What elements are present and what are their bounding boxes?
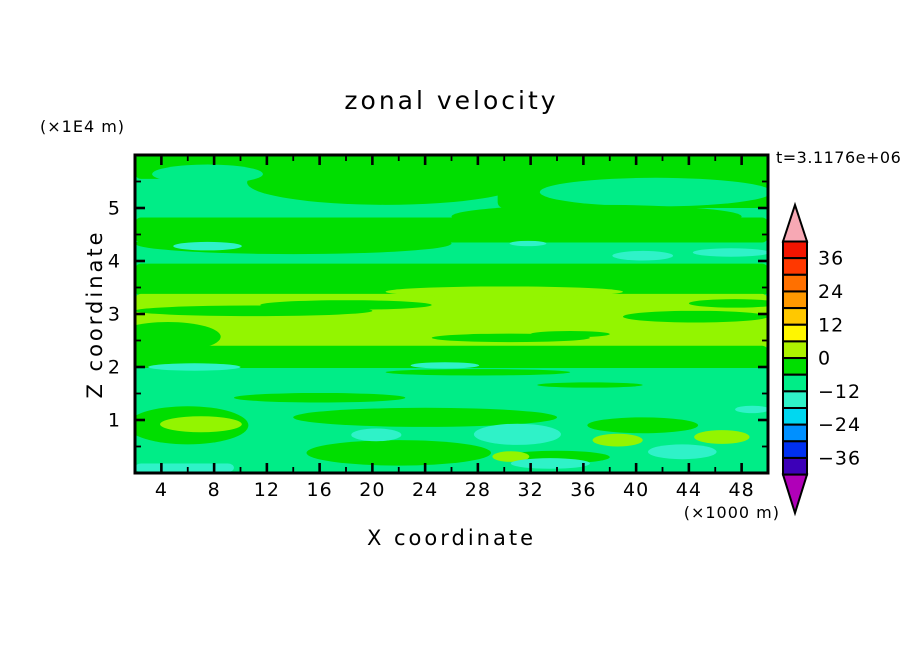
colorbar-cell — [782, 240, 808, 260]
contour-region — [622, 310, 768, 323]
colorbar-cell — [782, 323, 808, 343]
colorbar-over-arrow — [781, 201, 809, 243]
x-tick-label: 12 — [254, 479, 280, 501]
contour-region — [473, 423, 561, 445]
colorbar-tick-label: 36 — [818, 248, 844, 270]
contour-region — [410, 362, 480, 369]
contour-region — [451, 204, 742, 229]
contour-region — [152, 164, 263, 184]
contour-region — [385, 369, 571, 376]
colorbar-cell — [782, 407, 808, 426]
z-tick-label: 1 — [108, 410, 121, 432]
plot-title: zonal velocity — [344, 86, 559, 115]
colorbar-under-arrow — [781, 473, 809, 517]
colorbar-cell — [782, 423, 808, 443]
x-axis-label: X coordinate — [366, 526, 537, 550]
x-tick-label: 36 — [570, 479, 596, 501]
colorbar-tick-label: 12 — [818, 314, 844, 336]
contour-region — [351, 428, 402, 442]
z-tick-label: 2 — [108, 357, 121, 379]
time-annotation: t=3.1176e+06 — [776, 148, 902, 167]
colorbar-cell — [782, 307, 808, 326]
colorbar-tick-label: 24 — [818, 281, 844, 303]
z-tick-label: 3 — [108, 304, 121, 326]
colorbar-cell — [782, 273, 808, 293]
colorbar-cell — [782, 290, 808, 310]
contour-region — [537, 382, 643, 388]
colorbar — [781, 201, 809, 517]
x-tick-label: 4 — [155, 479, 168, 501]
contour-field — [135, 155, 768, 473]
contour-region — [293, 407, 557, 427]
x-tick-label: 24 — [412, 479, 438, 501]
contour-region — [510, 458, 590, 469]
contour-region — [148, 363, 241, 371]
colorbar-tick-label: −12 — [818, 381, 861, 403]
contour-region — [492, 451, 530, 462]
x-tick-label: 40 — [623, 479, 649, 501]
contour-region — [247, 160, 525, 205]
z-tick-label: 5 — [108, 198, 121, 220]
x-tick-label: 8 — [208, 479, 221, 501]
colorbar-cell — [782, 373, 808, 393]
colorbar-cell — [782, 440, 808, 459]
z-tick-label: 4 — [108, 251, 121, 273]
contour-region — [135, 321, 221, 352]
colorbar-tick-label: 0 — [818, 348, 831, 370]
colorbar-cell — [782, 456, 808, 476]
contour-region — [233, 392, 406, 403]
contour-region — [135, 463, 234, 472]
x-tick-label: 16 — [307, 479, 333, 501]
x-tick-label: 20 — [359, 479, 385, 501]
contour-region — [509, 240, 547, 247]
colorbar-cell — [782, 357, 808, 376]
x-tick-label: 32 — [518, 479, 544, 501]
contour-region — [694, 430, 750, 444]
contour-region — [592, 433, 643, 447]
contour-region — [612, 250, 674, 261]
contour-region — [160, 416, 242, 433]
contour-region — [260, 300, 432, 310]
colorbar-labels: 36 24 12 0 −12 −24 −36 — [818, 248, 861, 470]
contour-region — [385, 286, 623, 298]
contour-region — [587, 417, 699, 434]
contour-region — [135, 263, 768, 296]
colorbar-cell — [782, 340, 808, 360]
contour-region — [647, 444, 717, 460]
contour-region — [173, 241, 242, 251]
contour-region — [306, 440, 492, 466]
z-axis-unit-label: (×1E4 m) — [40, 117, 126, 136]
x-tick-label: 48 — [729, 479, 755, 501]
z-axis-label: Z coordinate — [83, 229, 107, 399]
contour-region — [692, 248, 768, 257]
x-axis-unit-label: (×1000 m) — [683, 503, 780, 522]
colorbar-tick-label: −24 — [818, 414, 861, 436]
contour-region — [530, 330, 610, 338]
colorbar-tick-label: −36 — [818, 447, 861, 469]
contour-region — [688, 299, 768, 308]
contour-region — [735, 405, 768, 414]
x-tick-label: 44 — [676, 479, 702, 501]
axis-ticks — [136, 156, 767, 472]
colorbar-cell — [782, 390, 808, 410]
x-tick-label: 28 — [465, 479, 491, 501]
contour-region — [539, 177, 768, 207]
colorbar-cell — [782, 257, 808, 276]
plot-frame — [133, 153, 770, 475]
contour-region — [135, 345, 768, 369]
